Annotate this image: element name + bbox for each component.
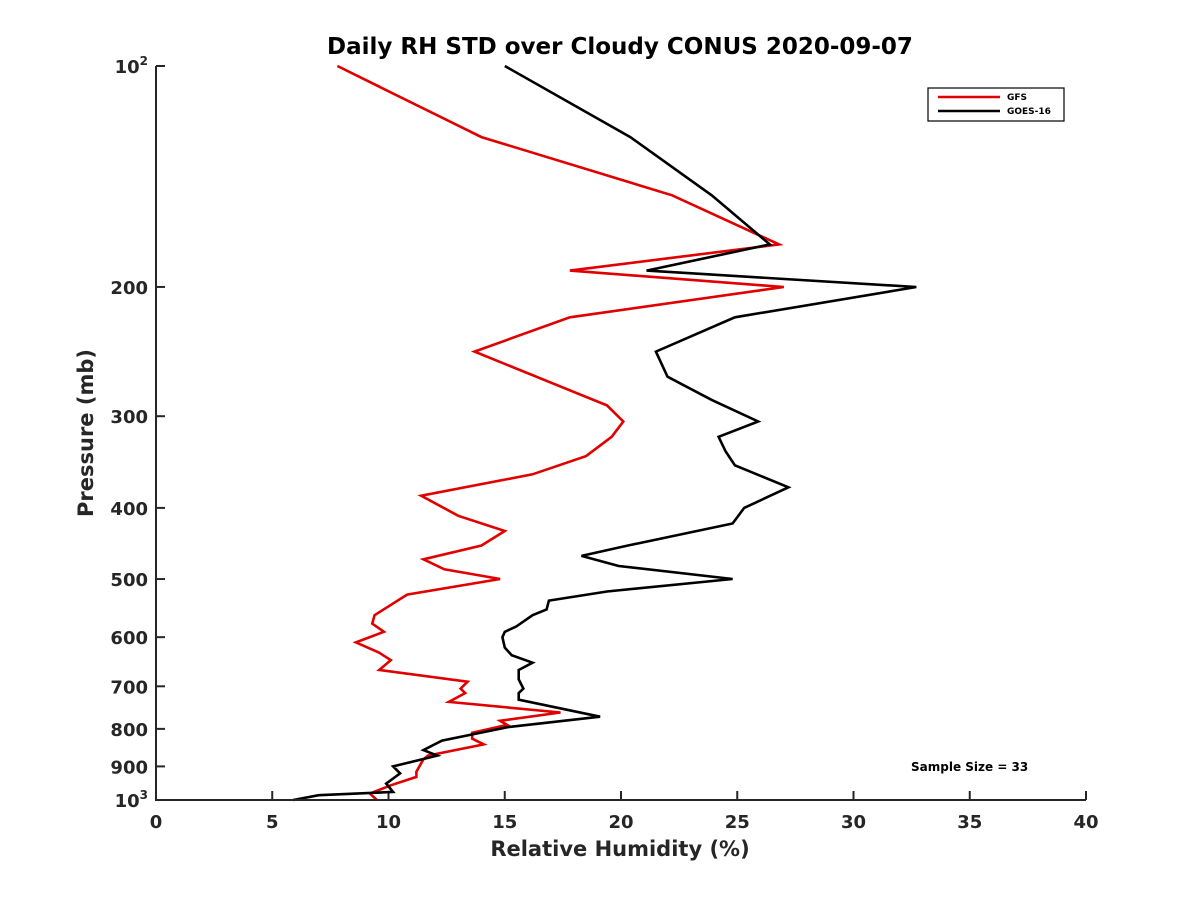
x-tick-label: 10 (376, 812, 401, 833)
x-tick-label: 25 (725, 812, 750, 833)
y-tick-label: 102 (115, 54, 148, 78)
y-tick-label: 800 (110, 720, 148, 741)
x-tick-label: 5 (266, 812, 279, 833)
y-tick-label: 500 (110, 570, 148, 591)
x-tick-label: 20 (608, 812, 633, 833)
legend-box (927, 87, 1065, 122)
y-tick-label: 200 (110, 278, 148, 299)
series-lines (292, 64, 917, 802)
y-tick-label: 103 (115, 788, 148, 812)
y-tick-label: 600 (110, 628, 148, 649)
sample-size-annotation: Sample Size = 33 (911, 760, 1028, 774)
x-axis-label: Relative Humidity (%) (490, 837, 749, 861)
legend: GFS GOES-16 (927, 87, 1065, 122)
x-tick-label: 0 (150, 812, 163, 833)
axes (155, 66, 1086, 801)
y-axis-ticks: 102 200 300 400 500 600 700 800 900 103 (110, 54, 165, 812)
y-tick-label: 700 (110, 677, 148, 698)
x-tick-label: 35 (957, 812, 982, 833)
y-tick-label: 900 (110, 757, 148, 778)
series-line-gfs (336, 64, 784, 801)
series-line-goes-16 (292, 64, 917, 802)
legend-label-gfs: GFS (1007, 93, 1027, 103)
x-tick-label: 30 (841, 812, 866, 833)
legend-label-goes16: GOES-16 (1007, 107, 1051, 117)
x-tick-label: 40 (1073, 812, 1098, 833)
x-axis-ticks: 0 5 10 15 20 25 30 35 40 (150, 791, 1099, 833)
x-tick-label: 15 (492, 812, 517, 833)
y-axis-label: Pressure (mb) (74, 349, 98, 517)
y-tick-label: 300 (110, 407, 148, 428)
chart-title: Daily RH STD over Cloudy CONUS 2020-09-0… (327, 34, 913, 60)
y-tick-label: 400 (110, 499, 148, 520)
